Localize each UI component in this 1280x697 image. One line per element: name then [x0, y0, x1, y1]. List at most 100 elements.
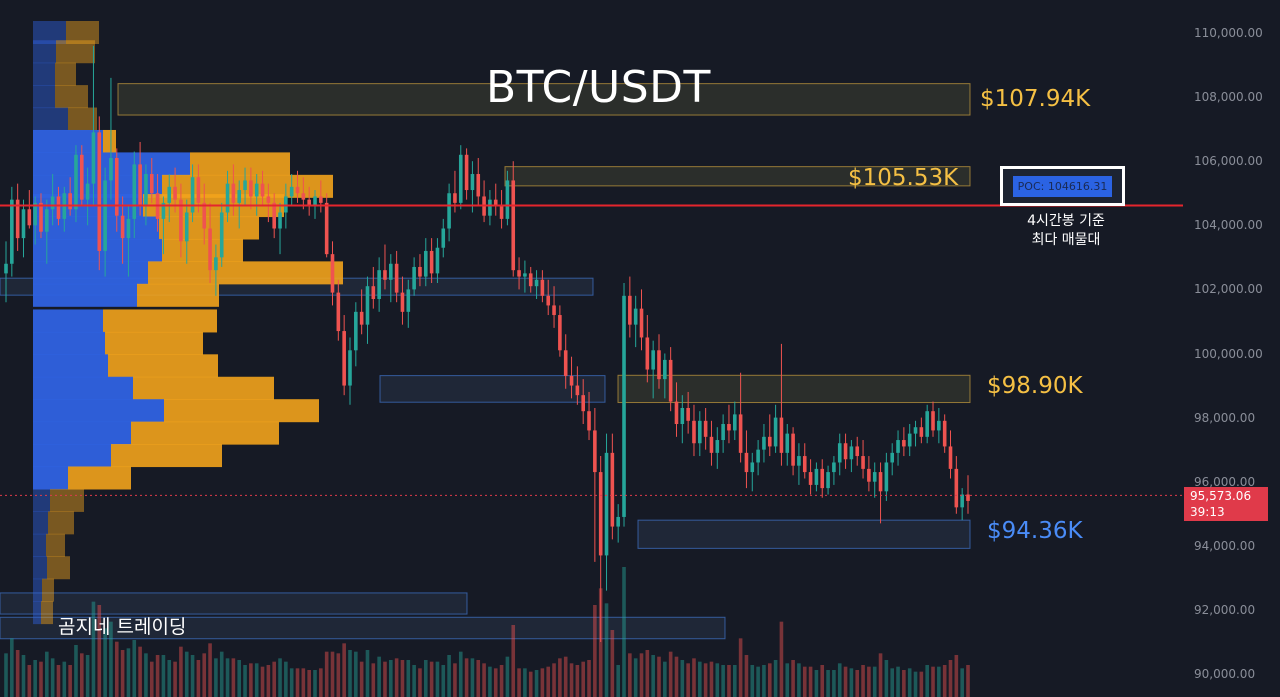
candle-body: [27, 209, 32, 226]
volume-profile-down-bar: [108, 354, 218, 378]
candle-body: [552, 305, 556, 316]
candle-body: [33, 202, 37, 226]
volume-bar: [488, 666, 492, 697]
volume-bar: [354, 651, 358, 697]
volume-profile-down-bar: [164, 399, 319, 423]
volume-bar: [15, 650, 20, 697]
candle-body: [715, 440, 720, 453]
volume-bar: [359, 661, 364, 697]
volume-bar: [837, 663, 842, 697]
candle-body: [412, 266, 416, 290]
volume-bar: [668, 651, 673, 697]
candle-body: [657, 350, 661, 380]
volume-profile-down-bar: [47, 556, 70, 580]
volume-bar: [773, 660, 778, 697]
candle-body: [540, 279, 545, 296]
candle-body: [377, 270, 381, 300]
volume-bar: [692, 658, 696, 697]
volume-profile-up-bar: [33, 354, 108, 378]
poc-annotation: 4시간봉 기준 최다 매물대: [1000, 212, 1132, 250]
volume-profile-down-bar: [111, 444, 222, 468]
volume-bar: [610, 630, 615, 697]
volume-bar: [744, 655, 749, 697]
volume-profile-down-bar: [137, 283, 219, 307]
volume-bar: [820, 665, 825, 697]
volume-bar: [62, 661, 67, 697]
candle-body: [791, 433, 795, 466]
last-price-value: 95,573.06: [1190, 489, 1252, 503]
candle-body: [371, 286, 376, 300]
candle-body: [138, 164, 142, 207]
candle-body: [948, 446, 953, 469]
volume-bar: [307, 670, 311, 697]
volume-bar: [651, 655, 655, 697]
volume-profile-up-bar: [33, 511, 48, 535]
candle-body: [610, 452, 615, 527]
volume-profile-up-bar: [33, 488, 50, 512]
volume-profile-down-bar: [42, 578, 54, 602]
y-tick-label: 98,000.00: [1194, 410, 1256, 425]
volume-profile-up-bar: [33, 533, 46, 557]
volume-bar: [313, 670, 317, 697]
candles-layer: [4, 45, 970, 642]
zone-label-94k: $94.36K: [987, 518, 1083, 544]
volume-bar: [39, 661, 43, 697]
candle-body: [91, 132, 96, 184]
volume-bar: [563, 656, 568, 697]
poc-note-line2: 최다 매물대: [1031, 232, 1101, 248]
candle-body: [85, 183, 90, 200]
candle-body: [773, 417, 778, 447]
volume-bar: [855, 670, 860, 697]
candle-body: [861, 456, 865, 469]
candle-body: [698, 420, 702, 444]
candle-body: [721, 424, 725, 441]
candle-body: [633, 308, 638, 325]
candle-body: [109, 157, 113, 181]
volume-profile-up-bar: [33, 331, 105, 355]
candle-body: [849, 446, 854, 460]
candle-body: [400, 292, 405, 312]
volume-bar: [867, 666, 871, 697]
candle-body: [645, 337, 650, 370]
volume-bar: [173, 661, 177, 697]
candle-body: [45, 209, 49, 232]
volume-profile-down-bar: [190, 152, 290, 176]
volume-bar: [674, 656, 679, 697]
volume-bar: [890, 668, 895, 697]
volume-bar: [179, 646, 183, 697]
volume-bar: [593, 605, 597, 697]
volume-bar: [50, 658, 55, 697]
candle-body: [10, 199, 14, 264]
volume-bar: [464, 658, 469, 697]
chart-title: BTC/USDT: [486, 62, 711, 113]
candle-body: [966, 494, 970, 501]
volume-bar: [21, 655, 26, 697]
zone-box: [379, 375, 606, 403]
volume-bar: [802, 666, 807, 697]
volume-bar: [394, 658, 399, 697]
poc-badge: POC: 104616.31: [1000, 166, 1125, 206]
candle-body: [738, 414, 743, 453]
volume-profile-down-bar: [103, 309, 217, 333]
candle-body: [663, 359, 667, 380]
volume-bar: [698, 661, 702, 697]
volume-bar: [622, 567, 626, 697]
candle-body: [260, 183, 265, 197]
volume-profile-up-bar: [33, 444, 111, 468]
volume-profile-up-bar: [33, 216, 159, 240]
candle-body: [225, 183, 230, 213]
volume-profile-up-bar: [33, 283, 137, 307]
candle-body: [534, 279, 539, 287]
candle-body: [359, 311, 364, 325]
volume-bar: [942, 665, 947, 697]
zone-layer: [0, 83, 971, 640]
candle-body: [214, 257, 218, 271]
candle-body: [546, 295, 551, 306]
volume-bar: [447, 655, 451, 697]
candle-body: [243, 180, 247, 191]
volume-bar: [907, 668, 912, 697]
volume-bar: [902, 670, 906, 697]
volume-bar: [558, 658, 562, 697]
candle-body: [126, 218, 131, 239]
